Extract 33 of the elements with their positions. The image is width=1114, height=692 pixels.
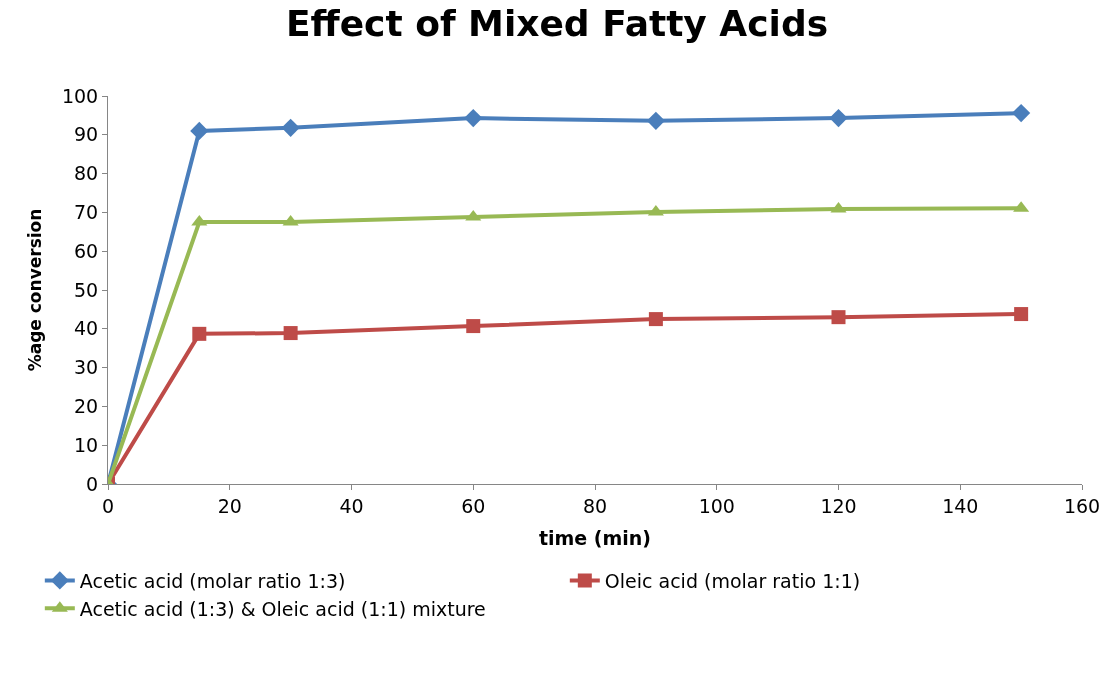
x-tick-label: 140 [942, 494, 979, 517]
y-tick-label: 40 [74, 317, 99, 340]
legend-label: Oleic acid (molar ratio 1:1) [604, 569, 861, 592]
x-tick-label: 160 [1063, 494, 1101, 517]
y-tick-label: 80 [74, 162, 99, 185]
y-tick-label: 50 [74, 278, 99, 301]
y-axis-title: %age conversion [25, 208, 46, 372]
y-tick-label: 20 [74, 395, 99, 418]
point [829, 109, 848, 128]
point [646, 111, 665, 130]
x-axis-title: time (min) [538, 526, 652, 549]
point [281, 118, 300, 137]
x-tick-label: 80 [582, 494, 608, 517]
legend-label: Acetic acid (molar ratio 1:3) [79, 569, 346, 592]
x-tick-label: 100 [698, 494, 735, 517]
legend-label: Acetic acid (1:3) & Oleic acid (1:1) mixture [79, 597, 486, 620]
y-tick-label: 30 [74, 356, 99, 379]
point [1012, 103, 1031, 123]
point [830, 201, 847, 213]
y-tick-label: 70 [74, 201, 99, 224]
point [464, 109, 483, 128]
y-tick-label: 0 [86, 472, 99, 495]
x-tick-label: 60 [461, 494, 486, 517]
y-tick-label: 90 [74, 123, 99, 146]
y-tick-label: 10 [74, 433, 99, 456]
chart-title: Effect of Mixed Fatty Acids [285, 2, 829, 44]
x-tick-label: 40 [339, 494, 364, 517]
y-tick-label: 100 [61, 84, 99, 107]
y-tick-label: 60 [74, 239, 99, 262]
x-tick-label: 120 [820, 494, 857, 517]
point [190, 121, 209, 141]
x-tick-label: 0 [101, 494, 115, 517]
x-tick-label: 20 [217, 494, 242, 517]
